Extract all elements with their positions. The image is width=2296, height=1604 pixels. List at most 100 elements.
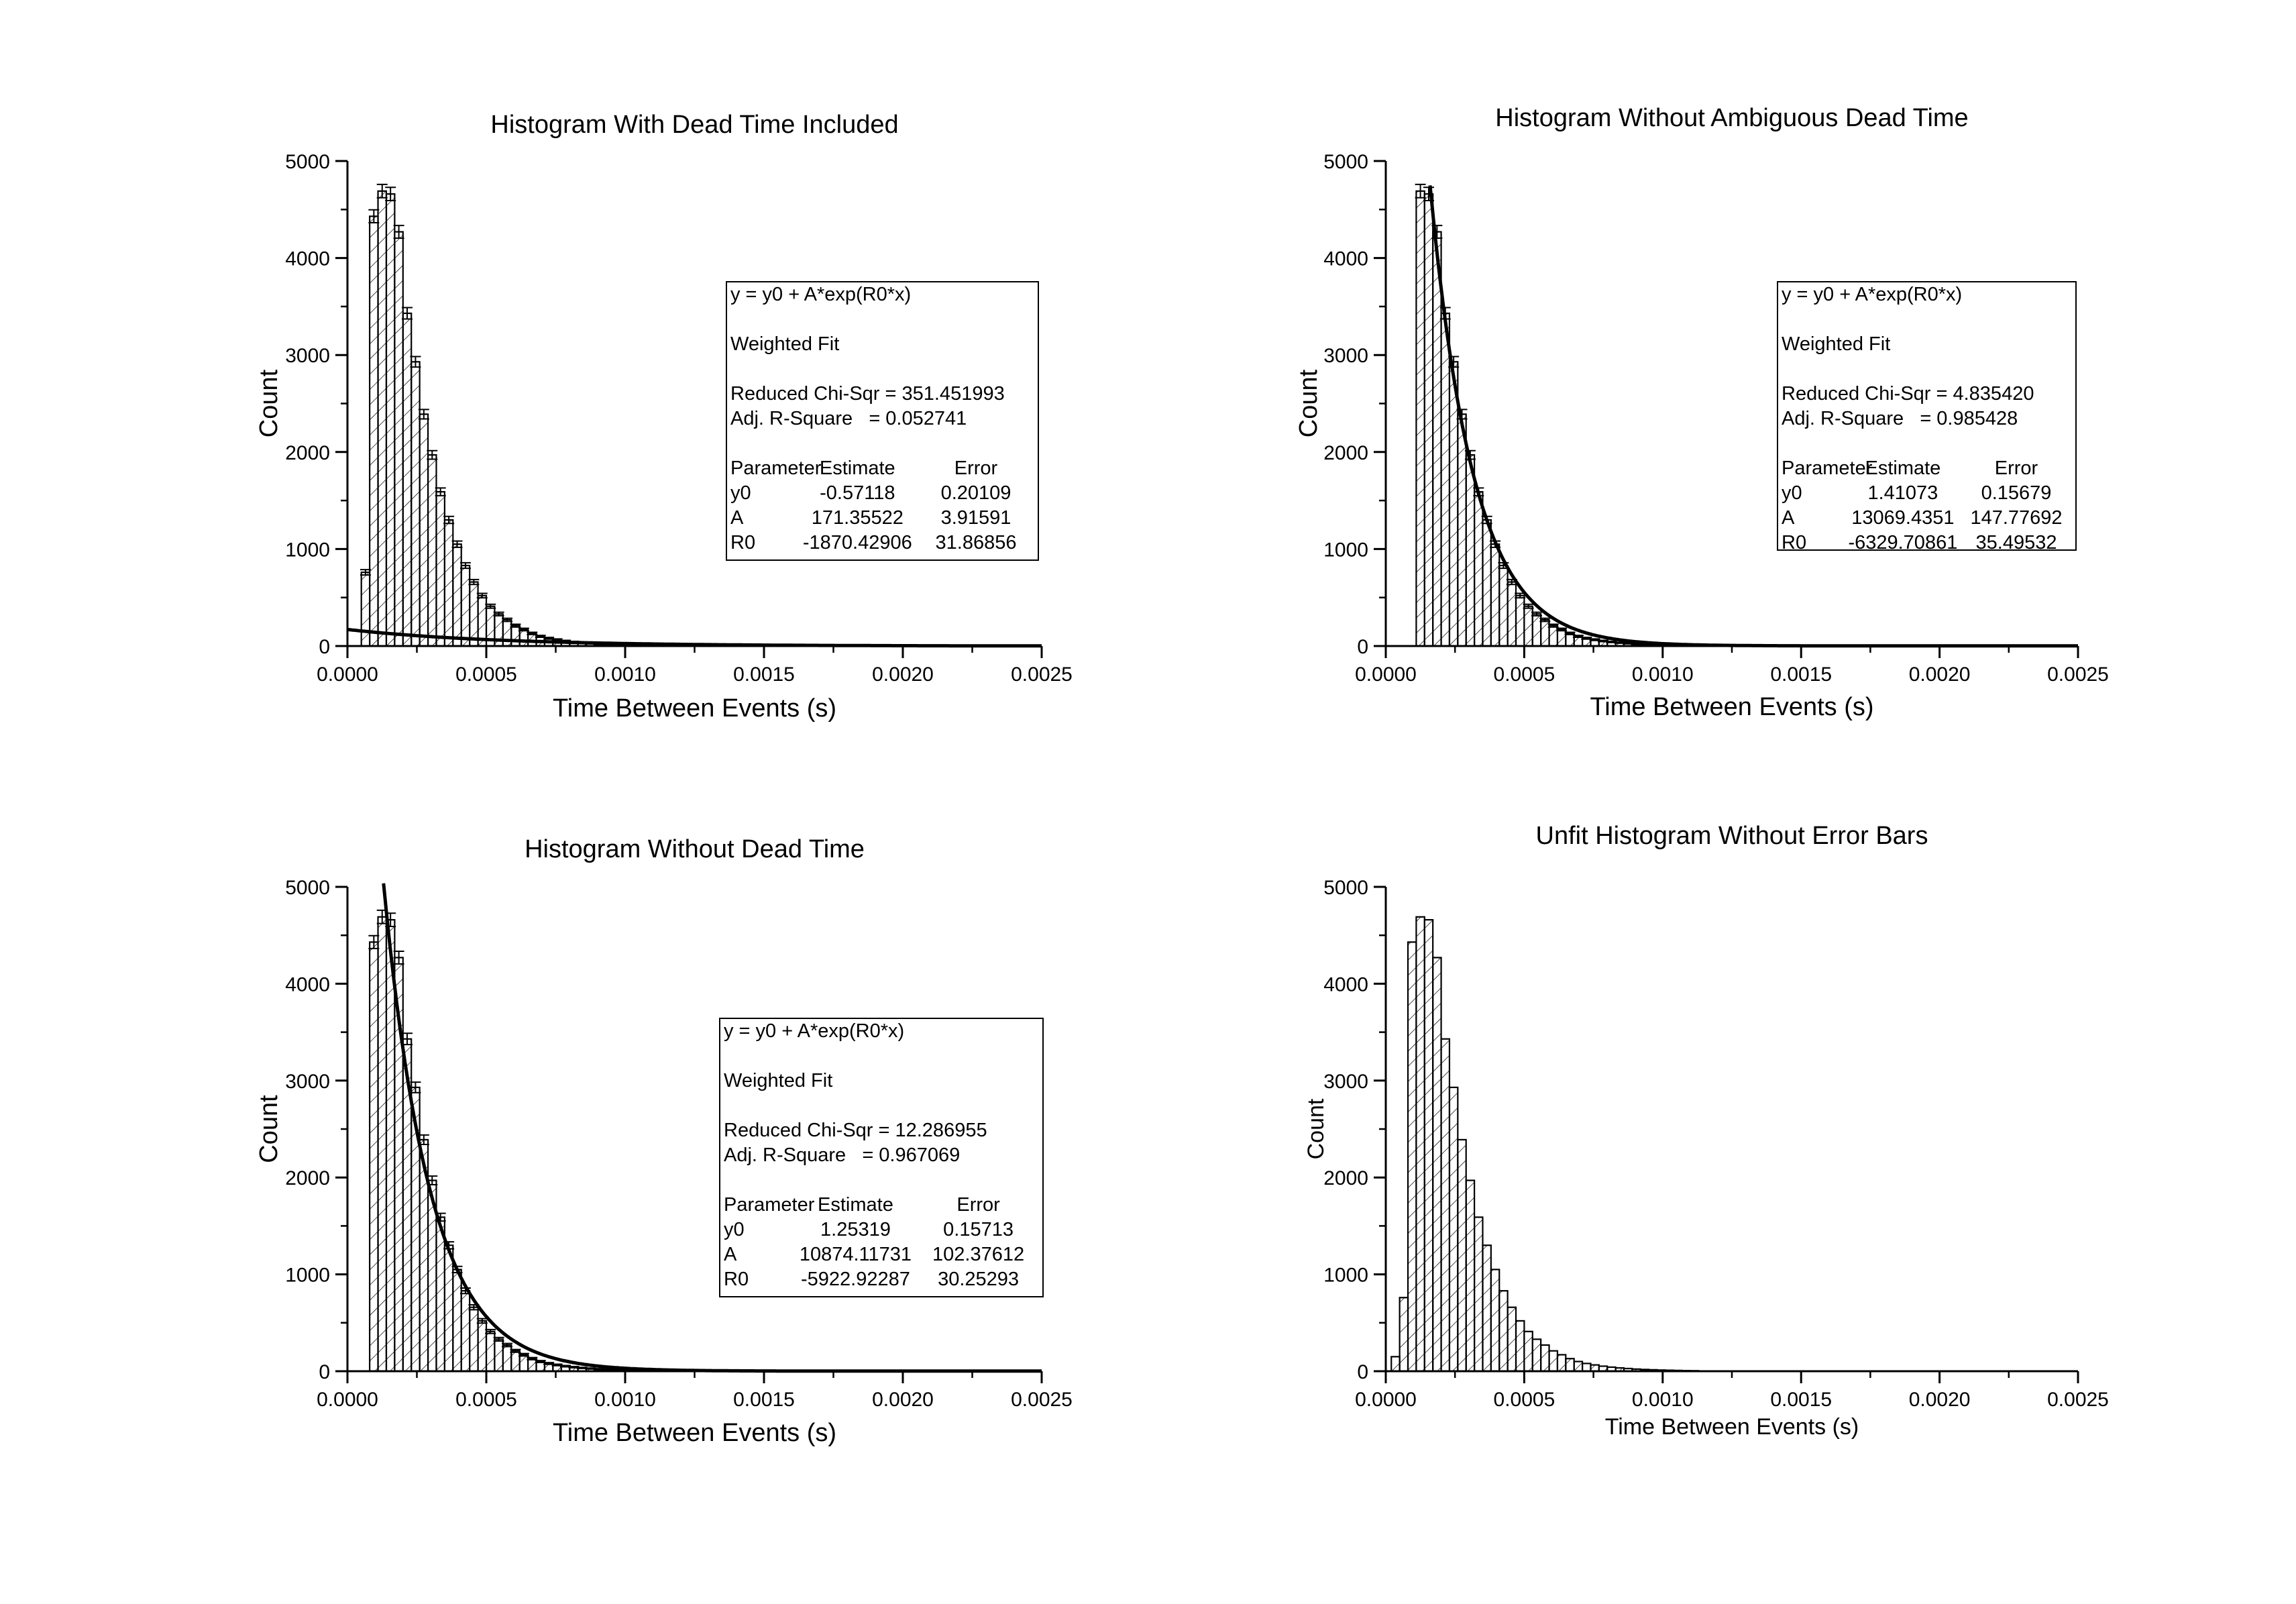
error-bar	[402, 307, 413, 320]
x-axis-label: Time Between Events (s)	[553, 1419, 836, 1447]
error-bar	[385, 186, 396, 202]
x-tick-label: 0.0005	[455, 663, 517, 686]
fit-table-cell: y0	[730, 482, 751, 504]
fit-equation: y = y0 + A*exp(R0*x)	[730, 284, 911, 305]
fit-reduced-chi-sqr: Reduced Chi-Sqr = 351.451993	[730, 383, 1005, 405]
fit-table-header: Estimate	[1865, 458, 1940, 479]
fit-table-header: Error	[956, 1194, 1000, 1216]
y-axis-label: Count	[255, 369, 283, 437]
histogram-bar	[1507, 1306, 1517, 1373]
histogram-bar	[1531, 613, 1542, 647]
error-bar	[368, 209, 380, 224]
error-bar	[1523, 603, 1534, 609]
error-bar	[1415, 183, 1426, 199]
x-axis-label: Time Between Events (s)	[1605, 1414, 1859, 1440]
histogram-bar	[402, 312, 413, 647]
error-bar	[376, 183, 388, 199]
error-bar	[443, 515, 455, 525]
fit-box-border	[726, 281, 1039, 561]
histogram-bar	[1399, 1297, 1409, 1373]
histogram-bar	[1448, 1086, 1459, 1373]
histogram-bar	[427, 454, 437, 647]
histogram-bar	[1440, 312, 1451, 647]
fit-table-header: Parameter	[724, 1194, 815, 1216]
histogram-bar	[510, 1350, 521, 1373]
fit-table-cell: A	[1782, 507, 1795, 529]
fit-table-cell: 30.25293	[938, 1269, 1019, 1290]
histogram-bar	[1423, 193, 1434, 647]
x-tick-label: 0.0005	[455, 1389, 517, 1411]
chart-panel-without-ambiguous-dead-time: Histogram Without Ambiguous Dead Time Ti…	[1295, 104, 2109, 721]
x-tick-label: 0.0010	[594, 1389, 656, 1411]
fit-result-box: y = y0 + A*exp(R0*x) Weighted Fit Reduce…	[726, 281, 1039, 561]
y-tick-label: 3000	[1323, 1071, 1368, 1093]
fit-table-cell: R0	[724, 1269, 749, 1290]
fit-reduced-chi-sqr: Reduced Chi-Sqr = 4.835420	[1782, 383, 2034, 405]
fit-method: Weighted Fit	[730, 333, 839, 355]
x-tick-label: 0.0000	[317, 663, 378, 686]
fit-table-cell: 0.15713	[943, 1219, 1014, 1240]
histogram-bar	[1390, 1356, 1401, 1373]
y-axis-label: Count	[1295, 369, 1323, 437]
histogram-bar	[1465, 1179, 1476, 1373]
histogram-bars	[1390, 916, 1700, 1373]
histogram-bar	[411, 361, 421, 647]
histogram-bar	[369, 215, 379, 647]
fit-table-cell: 13069.4351	[1851, 507, 1954, 529]
fit-table-cell: R0	[1782, 532, 1806, 553]
histogram-bar	[502, 1344, 512, 1373]
error-bar	[476, 1318, 488, 1324]
histogram-bar	[1556, 1354, 1567, 1373]
x-tick-label: 0.0015	[733, 1389, 795, 1411]
histogram-bar	[527, 1358, 537, 1373]
fit-table-cell: 35.49532	[1976, 532, 2057, 553]
histogram-bar	[394, 231, 404, 647]
x-tick-label: 0.0005	[1494, 1389, 1555, 1411]
histogram-bar	[377, 190, 388, 647]
error-bar	[502, 617, 513, 623]
histogram-bar	[452, 1269, 462, 1373]
fit-method: Weighted Fit	[724, 1070, 832, 1091]
histogram-bar	[485, 1330, 496, 1373]
chart-title: Histogram Without Dead Time	[525, 835, 865, 863]
error-bar	[1564, 631, 1576, 635]
y-tick-label: 0	[319, 636, 330, 658]
error-bar	[493, 1336, 504, 1342]
histogram-bar	[1523, 1330, 1533, 1373]
axes: 0.0000 0.0005 0.0010 0.0015 0.0020 0.0025 0 100…	[285, 877, 1073, 1411]
error-bar	[1539, 617, 1551, 623]
error-bar	[459, 562, 471, 570]
fit-table-cell: 102.37612	[932, 1244, 1024, 1265]
error-bar	[468, 578, 480, 586]
fit-table-header: Parameter	[1782, 458, 1873, 479]
y-tick-label: 5000	[1323, 877, 1368, 899]
error-bar	[1531, 611, 1542, 617]
histogram-bar	[1581, 1362, 1592, 1373]
histogram-bar	[1531, 1338, 1542, 1373]
histogram-bar	[460, 564, 471, 647]
histogram-bar	[443, 519, 454, 647]
y-tick-label: 1000	[1323, 1265, 1368, 1287]
histogram-bar	[1432, 231, 1442, 647]
error-bar	[427, 449, 438, 460]
histogram-bar	[452, 543, 462, 647]
x-tick-label: 0.0020	[872, 663, 934, 686]
x-tick-label: 0.0020	[1909, 1389, 1971, 1411]
histogram-bar	[1490, 1269, 1500, 1373]
fit-table-cell: 147.77692	[1970, 507, 2062, 529]
error-bar	[510, 1348, 521, 1353]
histogram-bar	[494, 1338, 504, 1373]
histogram-bar	[1465, 454, 1476, 647]
fit-table-cell: -6329.70861	[1848, 532, 1957, 553]
histogram-bar	[1423, 918, 1434, 1373]
histogram-bar	[1515, 594, 1525, 647]
error-bar	[527, 631, 538, 635]
histogram-bar	[435, 1216, 445, 1373]
histogram-bar	[1540, 619, 1550, 647]
y-tick-label: 0	[1357, 1361, 1368, 1383]
error-bar	[485, 1328, 496, 1334]
fit-table-cell: -5922.92287	[801, 1269, 910, 1290]
fit-table-cell: 1.41073	[1867, 482, 1938, 504]
x-tick-label: 0.0000	[1355, 1389, 1417, 1411]
fit-table-cell: R0	[730, 532, 755, 553]
